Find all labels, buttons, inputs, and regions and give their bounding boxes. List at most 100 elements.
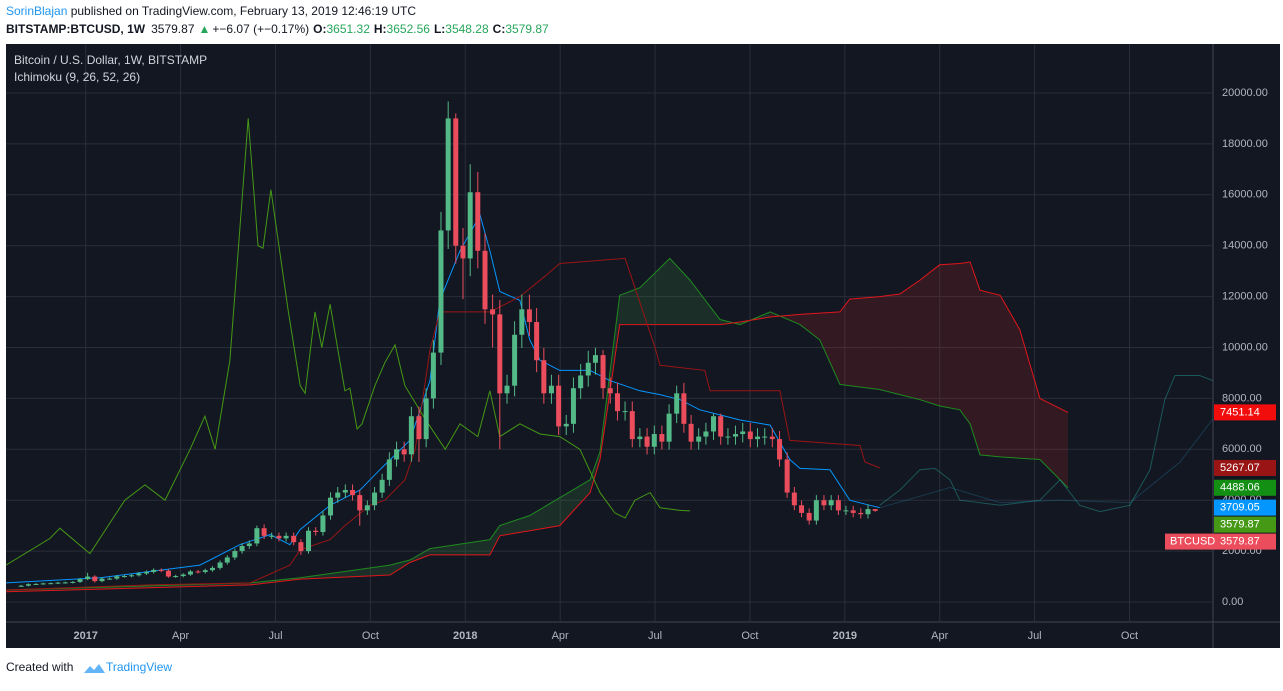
cloud-fill xyxy=(1000,295,1020,459)
price-tag-value: 5267.07 xyxy=(1220,462,1260,474)
x-tick-label: Jul xyxy=(648,630,662,642)
candle-body xyxy=(313,530,319,533)
ohlc-value: 3651.32 xyxy=(326,22,370,36)
y-tick-label: 0.00 xyxy=(1222,596,1243,608)
cloud-fill xyxy=(879,294,900,395)
candle-body xyxy=(438,230,444,353)
candle-body xyxy=(747,431,753,440)
header-line-1: SorinBlajan published on TradingView.com… xyxy=(6,4,416,18)
indicator-line xyxy=(6,118,691,566)
candle-body xyxy=(416,416,422,440)
price-tag-value: 4488.06 xyxy=(1220,482,1260,494)
candle-body xyxy=(497,314,503,394)
candle-body xyxy=(504,385,510,394)
author[interactable]: SorinBlajan xyxy=(6,4,67,18)
candle-body xyxy=(291,535,297,543)
y-tick-label: 14000.00 xyxy=(1222,240,1268,252)
cloud-fill xyxy=(939,263,960,410)
price-tag xyxy=(1214,459,1276,476)
price-tag xyxy=(1214,516,1276,533)
candle-body xyxy=(173,576,179,578)
candle-body xyxy=(33,583,39,585)
cloud-fill xyxy=(489,525,500,555)
ohlc-label: H: xyxy=(374,22,387,36)
candle-body xyxy=(835,500,841,511)
x-tick-label: Jul xyxy=(268,630,282,642)
candle-body xyxy=(843,510,849,512)
footer-created: Created with xyxy=(6,660,73,674)
symbol-tag-label: BTCUSD xyxy=(1170,536,1215,548)
candle-body xyxy=(490,309,496,315)
x-tick-label: Oct xyxy=(362,630,379,642)
candle-body xyxy=(813,500,819,521)
candle-body xyxy=(865,509,871,515)
symbol-tag xyxy=(1165,533,1214,550)
candle-body xyxy=(209,567,215,571)
candle-body xyxy=(276,535,282,539)
cloud-fill xyxy=(899,280,920,400)
footer-brand[interactable]: TradingView xyxy=(106,660,172,674)
symbol: BITSTAMP:BTCUSD, 1W xyxy=(6,22,146,36)
x-tick-label: Apr xyxy=(552,630,569,642)
cloud-fill xyxy=(849,296,880,390)
leading-span-b xyxy=(6,261,1069,593)
candle-body xyxy=(335,492,341,498)
candle-body xyxy=(364,505,370,511)
price-tag-value: 3579.87 xyxy=(1220,519,1260,531)
cloud-fill xyxy=(619,287,640,325)
cloud-fill xyxy=(609,295,620,393)
y-tick-label: 16000.00 xyxy=(1222,189,1268,201)
candle-body xyxy=(254,528,260,544)
candle-body xyxy=(570,388,576,424)
candle-body xyxy=(666,413,672,442)
candle-body xyxy=(467,192,473,259)
candle-body xyxy=(629,411,635,440)
cloud-fill xyxy=(1019,329,1040,460)
price-tag-value: 3579.87 xyxy=(1220,536,1260,548)
candle-body xyxy=(725,436,731,438)
cloud-fill xyxy=(499,515,530,536)
cloud-fill xyxy=(559,479,591,526)
ohlc-value: 3652.56 xyxy=(387,22,431,36)
candle-body xyxy=(129,575,135,577)
x-tick-label: Oct xyxy=(741,630,758,642)
candle-body xyxy=(217,562,223,568)
candle-body xyxy=(18,585,24,587)
candle-body xyxy=(195,571,201,573)
candle-body xyxy=(62,582,68,584)
cloud-fill xyxy=(639,258,670,325)
candle-body xyxy=(202,570,208,572)
candle-body xyxy=(622,411,628,413)
logo[interactable] xyxy=(84,664,105,673)
y-tick-label: 18000.00 xyxy=(1222,138,1268,150)
candle-body xyxy=(85,576,91,580)
indicator-name: Ichimoku (9, 26, 52, 26) xyxy=(14,70,140,84)
candle-body xyxy=(688,423,694,442)
price-tag xyxy=(1214,479,1276,496)
candle-body xyxy=(40,583,46,585)
candle-body xyxy=(187,571,193,575)
candle-body xyxy=(408,416,414,455)
candle-body xyxy=(320,515,326,533)
x-tick-label: Apr xyxy=(172,630,189,642)
candle-body xyxy=(92,576,98,582)
candle-body xyxy=(261,528,267,536)
candle-body xyxy=(372,492,378,506)
cloud-fill xyxy=(1039,398,1069,488)
candle-body xyxy=(121,576,127,578)
cloud-fill xyxy=(689,280,720,325)
x-tick-label: 2018 xyxy=(453,630,477,642)
cloud-fill xyxy=(919,264,940,407)
candle-body xyxy=(585,362,591,376)
candle-body xyxy=(563,423,569,427)
candle-body xyxy=(674,393,680,414)
candle-body xyxy=(644,436,650,447)
candle-body xyxy=(821,500,827,506)
cloud-fill xyxy=(970,261,980,455)
candle-body xyxy=(401,449,407,455)
candle-body xyxy=(328,497,334,516)
candle-body xyxy=(784,459,790,493)
candle-body xyxy=(136,573,142,576)
header-line-2: BITSTAMP:BTCUSD, 1W 3579.87 ▲ +−6.07 (+−0.1… xyxy=(6,22,549,36)
